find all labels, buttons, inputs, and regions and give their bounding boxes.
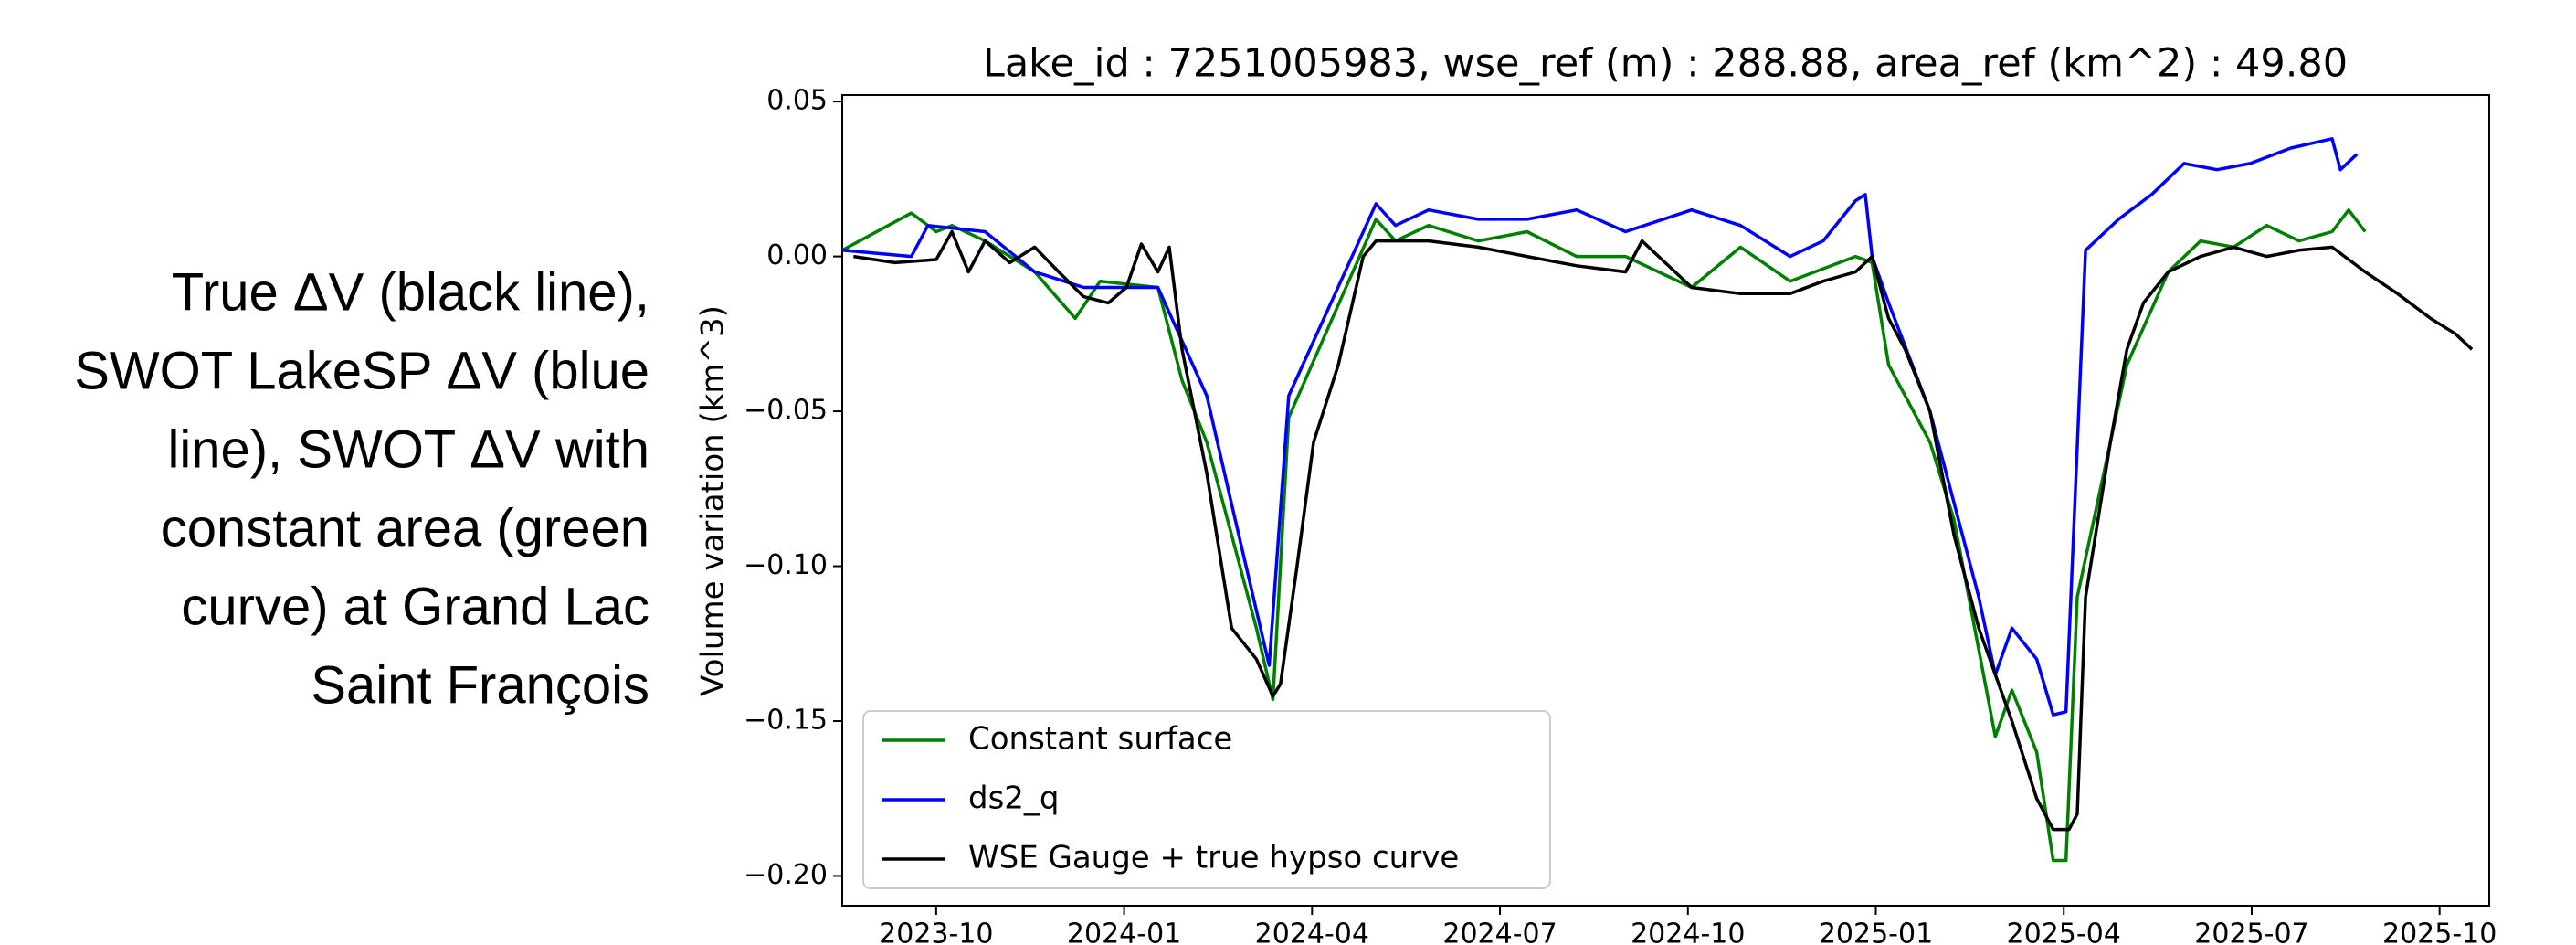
chart-title: Lake_id : 7251005983, wse_ref (m) : 288.… — [983, 41, 2348, 87]
y-tick-label: 0.00 — [766, 239, 828, 271]
caption-line: curve) at Grand Lac — [181, 577, 649, 636]
legend-box — [862, 710, 1551, 889]
y-tick-label: −0.10 — [744, 549, 828, 581]
legend-label: ds2_q — [968, 780, 1060, 817]
series-line — [853, 229, 2474, 832]
y-axis-label: Volume variation (km^3) — [695, 305, 732, 696]
caption-line: constant area (green — [161, 498, 649, 557]
x-tick-label: 2025-04 — [2007, 918, 2121, 945]
legend-label: WSE Gauge + true hypso curve — [968, 840, 1459, 876]
caption-line: Saint François — [311, 655, 649, 715]
y-tick-label: 0.05 — [766, 85, 828, 117]
plot-frame — [841, 94, 2490, 907]
y-tick-label: −0.05 — [744, 395, 828, 427]
caption-line: True ΔV (black line), — [172, 262, 649, 322]
x-tick-label: 2025-01 — [1819, 918, 1933, 945]
x-tick-label: 2024-01 — [1067, 918, 1181, 945]
x-tick-label: 2025-07 — [2194, 918, 2308, 945]
x-tick-label: 2024-04 — [1255, 918, 1369, 945]
x-tick-label: 2024-10 — [1631, 918, 1745, 945]
series-line — [841, 137, 2359, 717]
x-tick-label: 2024-07 — [1442, 918, 1557, 945]
caption-line: SWOT LakeSP ΔV (blue — [74, 341, 649, 400]
legend-label: Constant surface — [968, 721, 1232, 758]
x-tick-label: 2025-10 — [2382, 918, 2497, 945]
y-tick-label: −0.15 — [744, 704, 828, 736]
y-tick-label: −0.20 — [744, 859, 828, 891]
caption-line: line), SWOT ΔV with — [167, 419, 649, 479]
x-tick-label: 2023-10 — [879, 918, 993, 945]
